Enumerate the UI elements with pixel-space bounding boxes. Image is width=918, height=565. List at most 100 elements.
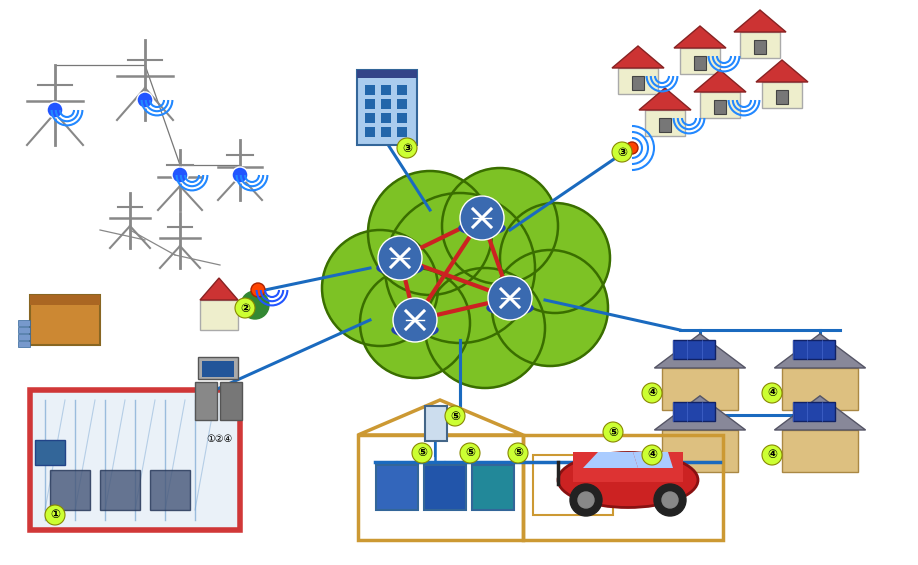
Circle shape	[612, 142, 632, 162]
Bar	[424, 465, 466, 510]
Bar	[198, 357, 238, 379]
Bar	[220, 382, 242, 420]
Circle shape	[642, 383, 662, 403]
Bar	[30, 295, 100, 345]
Polygon shape	[674, 26, 726, 48]
Bar	[782, 430, 858, 472]
Circle shape	[460, 196, 504, 240]
Circle shape	[368, 171, 492, 295]
Bar	[365, 99, 375, 109]
Circle shape	[378, 236, 422, 280]
Circle shape	[578, 492, 594, 508]
Bar	[50, 470, 90, 510]
Bar	[397, 127, 407, 137]
Bar	[150, 470, 190, 510]
Bar	[659, 118, 671, 132]
Circle shape	[172, 167, 188, 183]
Circle shape	[412, 443, 432, 463]
Polygon shape	[655, 334, 745, 368]
Bar	[357, 70, 417, 145]
Circle shape	[488, 276, 532, 320]
Bar	[533, 455, 613, 515]
Bar	[782, 368, 858, 410]
Bar	[195, 382, 217, 420]
Text: ⑤: ⑤	[450, 410, 460, 423]
Circle shape	[626, 142, 638, 154]
Bar	[18, 327, 30, 333]
Circle shape	[492, 250, 608, 366]
Circle shape	[251, 283, 265, 297]
Polygon shape	[694, 70, 746, 92]
Text: ④: ④	[767, 386, 777, 399]
Circle shape	[442, 168, 558, 284]
Bar	[381, 85, 391, 95]
Bar	[381, 99, 391, 109]
Circle shape	[47, 102, 63, 118]
Ellipse shape	[558, 453, 698, 507]
Bar	[523, 435, 723, 540]
Polygon shape	[775, 396, 866, 430]
Ellipse shape	[377, 261, 423, 275]
Circle shape	[393, 298, 437, 342]
Polygon shape	[633, 452, 673, 468]
Bar	[662, 368, 738, 410]
Circle shape	[762, 383, 782, 403]
Bar	[425, 406, 447, 441]
Bar	[358, 435, 523, 540]
Bar	[762, 82, 802, 108]
Polygon shape	[612, 46, 664, 68]
Circle shape	[397, 138, 417, 158]
Bar	[202, 361, 234, 377]
Text: ④: ④	[647, 386, 657, 399]
Circle shape	[460, 443, 480, 463]
Polygon shape	[655, 396, 745, 430]
Circle shape	[235, 298, 255, 318]
Text: ④: ④	[767, 449, 777, 462]
Text: ⑤: ⑤	[513, 446, 523, 459]
Bar	[674, 340, 715, 359]
Bar	[18, 334, 30, 340]
Bar	[740, 32, 780, 58]
Bar	[680, 48, 720, 74]
Bar	[397, 85, 407, 95]
Circle shape	[654, 484, 686, 516]
Circle shape	[241, 291, 269, 319]
Bar	[472, 465, 514, 510]
Bar	[18, 320, 30, 326]
Circle shape	[508, 443, 528, 463]
Bar	[662, 430, 738, 472]
Polygon shape	[639, 88, 691, 110]
Bar	[618, 68, 658, 94]
Polygon shape	[775, 334, 866, 368]
Bar	[793, 402, 835, 420]
Circle shape	[500, 203, 610, 313]
Bar	[776, 90, 788, 104]
Bar	[365, 127, 375, 137]
Circle shape	[642, 445, 662, 465]
Circle shape	[425, 268, 545, 388]
Bar	[200, 300, 238, 330]
Bar	[30, 390, 240, 530]
Bar	[381, 113, 391, 123]
Bar	[100, 470, 140, 510]
Circle shape	[445, 406, 465, 426]
Bar	[793, 340, 835, 359]
Circle shape	[662, 492, 678, 508]
Bar	[30, 295, 100, 305]
Ellipse shape	[487, 301, 533, 315]
Ellipse shape	[459, 221, 505, 235]
Polygon shape	[756, 60, 808, 82]
Polygon shape	[583, 452, 638, 468]
Circle shape	[570, 484, 602, 516]
Text: ①: ①	[50, 508, 60, 521]
Circle shape	[322, 230, 438, 346]
Bar	[645, 110, 685, 136]
Circle shape	[385, 193, 535, 343]
Bar	[357, 70, 417, 78]
Bar	[573, 452, 683, 482]
Text: ④: ④	[647, 449, 657, 462]
Text: ⑤: ⑤	[417, 446, 427, 459]
Bar	[714, 100, 726, 114]
Bar	[632, 76, 644, 90]
Bar	[18, 341, 30, 347]
